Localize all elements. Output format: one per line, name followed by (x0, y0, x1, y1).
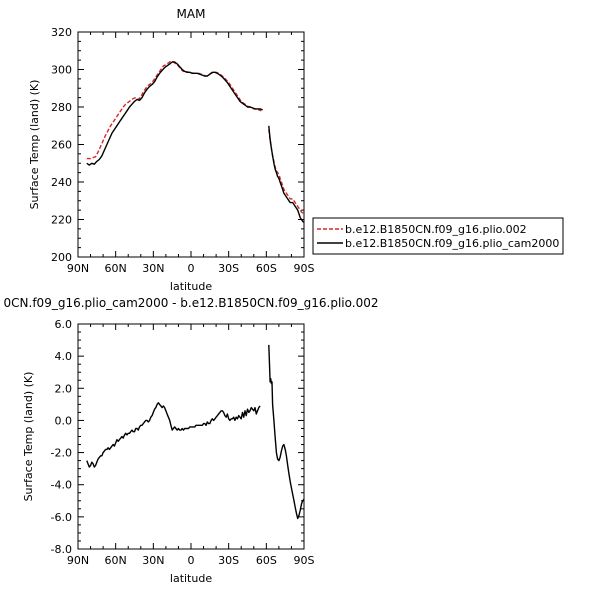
x-tick-label-2-4: 30S (218, 554, 239, 567)
series-line-2-1-seg-2 (268, 344, 305, 520)
x-tick-label-1-5: 60S (256, 262, 277, 275)
series-line-2-1-seg-1 (86, 402, 261, 468)
y-tick-label-1-5: 300 (51, 64, 72, 77)
y-tick-label-1-4: 280 (51, 101, 72, 114)
plot-title-1: MAM (177, 7, 206, 21)
legend-label-1: b.e12.B1850CN.f09_g16.plio.002 (345, 223, 527, 236)
x-axis-title-1: latitude (170, 280, 212, 293)
x-tick-label-1-6: 90S (294, 262, 315, 275)
x-tick-label-2-0: 90N (67, 554, 89, 567)
x-tick-label-2-1: 60N (105, 554, 127, 567)
legend-label-2: b.e12.B1850CN.f09_g16.plio_cam2000 (345, 237, 559, 250)
plot-frame-2 (77, 323, 305, 550)
y-axis-title-1: Surface Temp (land) (K) (28, 80, 41, 210)
x-tick-label-1-0: 90N (67, 262, 89, 275)
x-tick-label-2-5: 60S (256, 554, 277, 567)
y-tick-label-1-3: 260 (51, 139, 72, 152)
y-tick-label-1-6: 320 (51, 26, 72, 39)
y-tick-label-2-0: -8.0 (51, 543, 72, 556)
plot-title-2: 0CN.f09_g16.plio_cam2000 - b.e12.B1850CN… (4, 296, 379, 310)
x-tick-label-2-3: 0 (188, 554, 195, 567)
y-tick-label-2-7: 6.0 (55, 318, 73, 331)
y-tick-label-2-1: -6.0 (51, 511, 72, 524)
x-axis-title-2: latitude (170, 572, 212, 585)
y-tick-label-2-5: 2.0 (55, 382, 73, 395)
series-line-1-1-seg-2 (268, 129, 305, 215)
y-axis-title-2: Surface Temp (land) (K) (22, 372, 35, 502)
y-tick-label-2-6: 4.0 (55, 350, 73, 363)
x-tick-label-1-4: 30S (218, 262, 239, 275)
y-tick-label-2-4: 0.0 (55, 414, 73, 427)
y-tick-label-2-3: -2.0 (51, 447, 72, 460)
x-tick-label-1-1: 60N (105, 262, 127, 275)
x-tick-label-2-2: 30N (142, 554, 164, 567)
legend-box (312, 217, 564, 255)
x-tick-label-1-2: 30N (142, 262, 164, 275)
series-line-1-1-seg-1 (86, 60, 262, 160)
y-tick-label-1-2: 240 (51, 176, 72, 189)
y-tick-label-1-0: 200 (51, 251, 72, 264)
y-tick-label-2-2: -4.0 (51, 479, 72, 492)
y-tick-label-1-1: 220 (51, 214, 72, 227)
x-tick-label-1-3: 0 (188, 262, 195, 275)
series-line-1-2-seg-1 (86, 61, 263, 166)
x-tick-label-2-6: 90S (294, 554, 315, 567)
series-line-1-2-seg-2 (268, 125, 305, 223)
